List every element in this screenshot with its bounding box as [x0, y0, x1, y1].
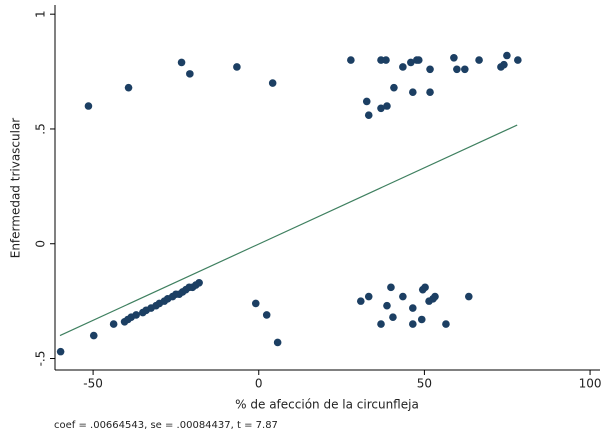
point [383, 102, 391, 110]
point [132, 311, 140, 319]
point [177, 58, 186, 67]
point [124, 83, 133, 92]
point [195, 278, 203, 287]
point [233, 63, 241, 71]
y-tick-label: .5 [34, 123, 48, 134]
point [382, 56, 390, 64]
point [399, 292, 407, 301]
point [475, 56, 483, 64]
point [431, 292, 439, 301]
x-tick-label: 50 [417, 377, 432, 391]
point [377, 104, 385, 113]
point [383, 301, 391, 310]
point [399, 63, 407, 71]
point [421, 283, 429, 292]
point [262, 311, 271, 319]
point [461, 65, 469, 74]
point [356, 297, 365, 305]
point [186, 70, 194, 78]
y-axis-label: Enfermedad trivascular [9, 118, 23, 259]
point [364, 292, 373, 301]
point [465, 292, 473, 301]
point [409, 304, 417, 312]
point [251, 299, 260, 308]
point [268, 79, 277, 87]
point [389, 313, 397, 322]
point [364, 111, 373, 119]
point [409, 88, 417, 97]
point [450, 53, 458, 62]
point [407, 58, 415, 67]
point [89, 331, 98, 340]
y-tick-label: 1 [34, 10, 48, 18]
y-tick-label: 0 [34, 240, 48, 248]
x-tick-label: 100 [579, 377, 602, 391]
point [84, 102, 93, 110]
point [500, 60, 508, 69]
point [417, 315, 426, 324]
point [56, 347, 65, 356]
point [442, 320, 450, 328]
point [273, 338, 282, 347]
point [409, 320, 417, 328]
point [453, 65, 461, 74]
point [390, 83, 398, 92]
point [347, 56, 355, 64]
point [414, 56, 423, 64]
fit-line [59, 124, 518, 337]
point [387, 283, 395, 292]
note: coef = .00664543, se = .00084437, t = 7.… [54, 420, 278, 431]
point [426, 88, 434, 97]
point [426, 65, 434, 74]
point [109, 320, 118, 328]
x-tick-label: 0 [255, 377, 263, 391]
point [362, 97, 371, 106]
point [503, 51, 511, 60]
point [514, 56, 522, 64]
y-tick-label: -.5 [34, 351, 48, 367]
point [377, 320, 385, 328]
x-tick-label: -50 [83, 377, 103, 391]
x-axis-label: % de afección de la circunfleja [235, 398, 419, 412]
